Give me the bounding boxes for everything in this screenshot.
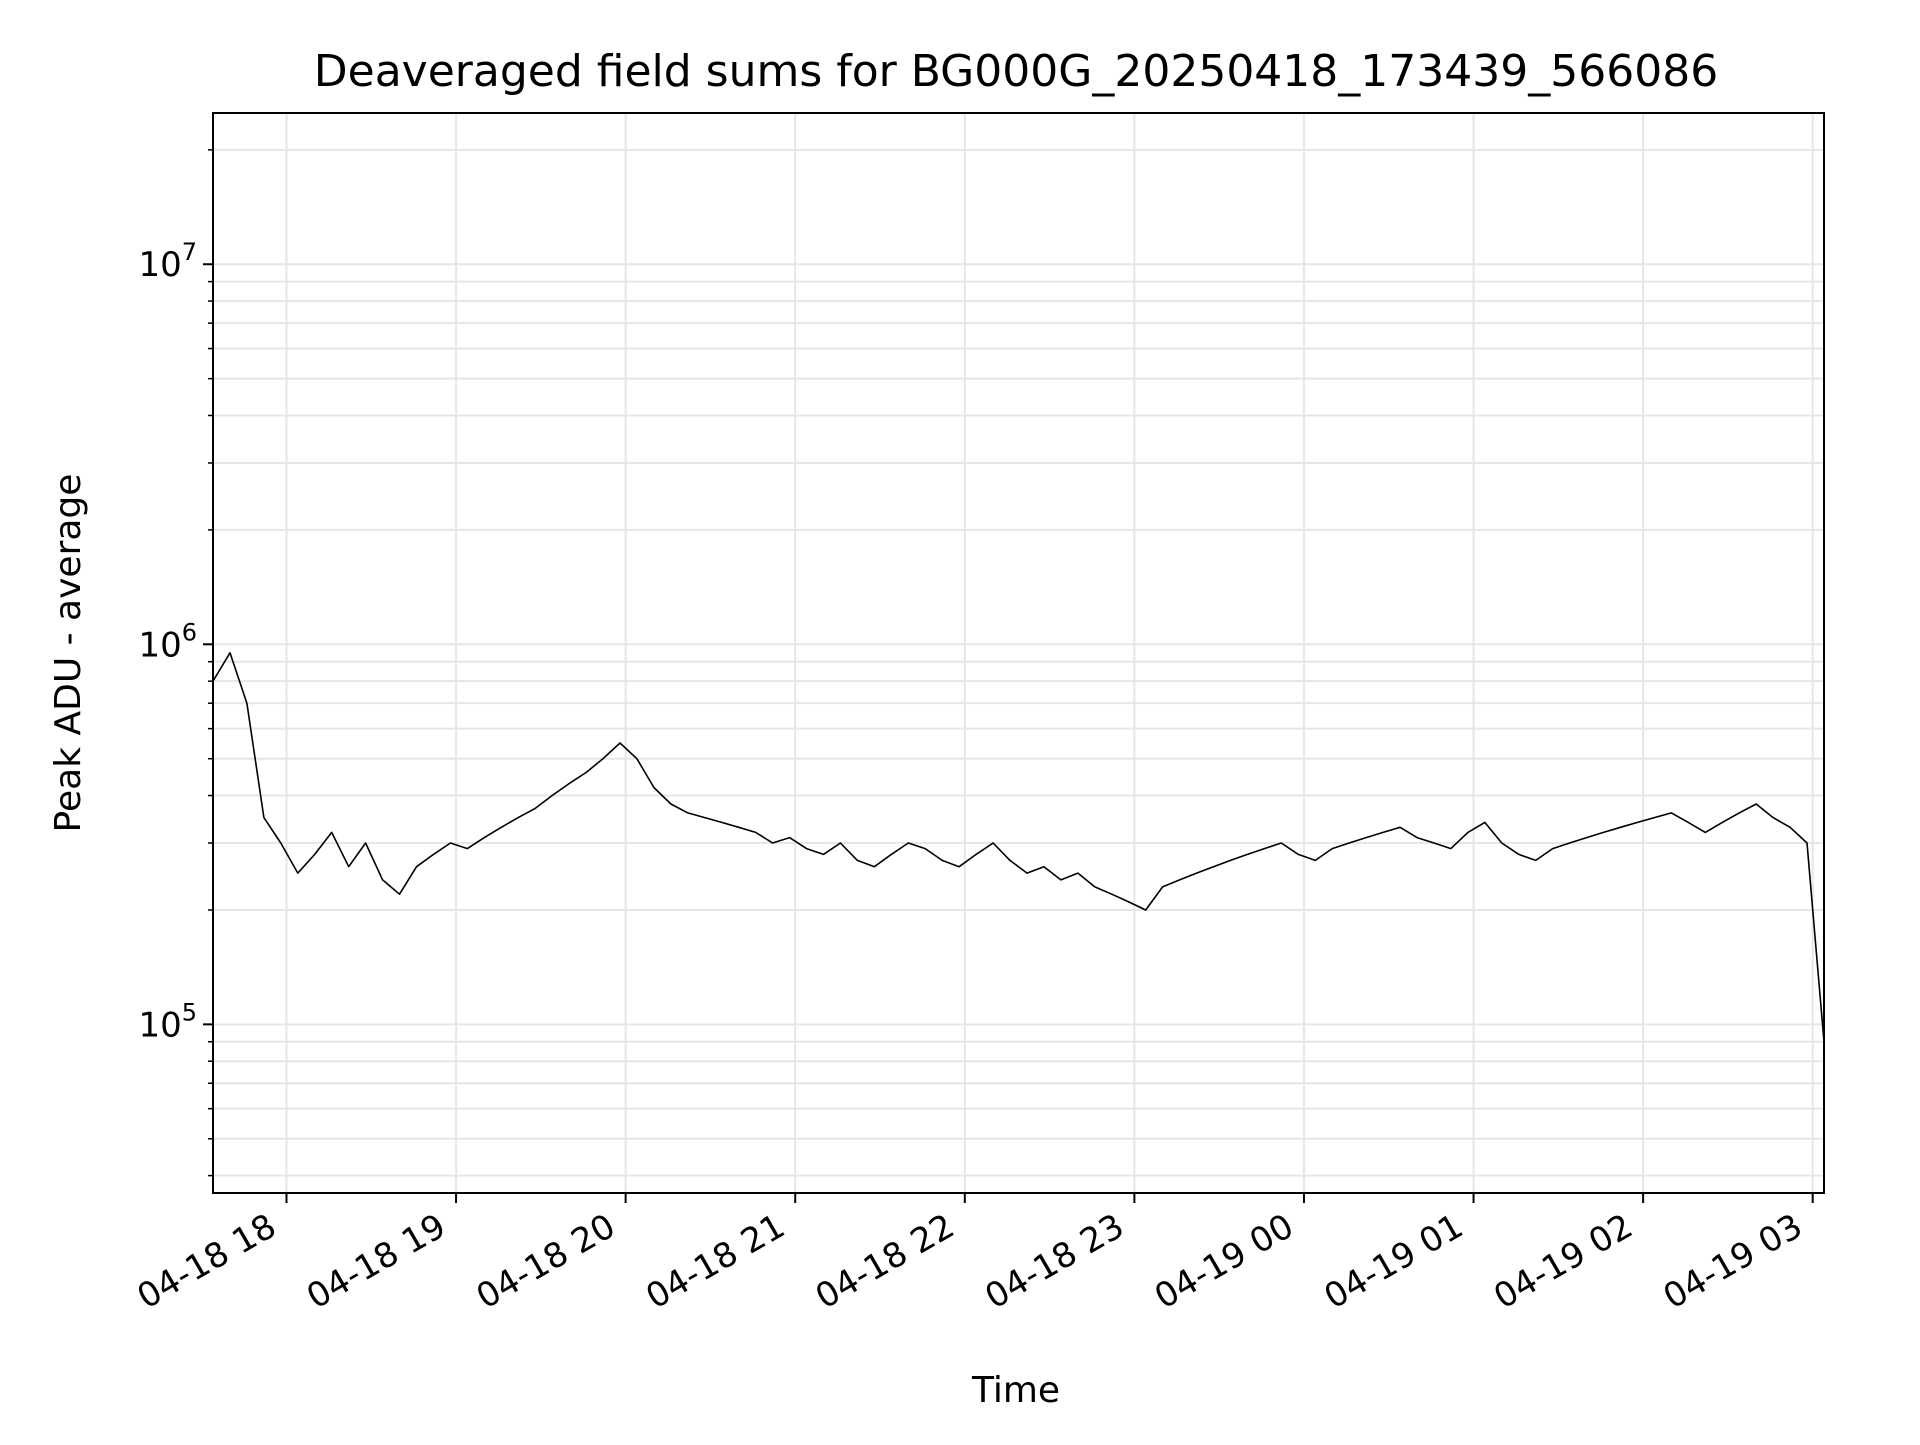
- y-axis-label: Peak ADU - average: [48, 474, 89, 833]
- x-axis-label: Time: [971, 1370, 1060, 1411]
- series-line: [212, 651, 1825, 1042]
- y-tick-label: 107: [138, 238, 197, 285]
- plot-frame: [212, 112, 1825, 1194]
- y-tick-label: 105: [138, 998, 197, 1045]
- y-tick-label: 106: [138, 618, 197, 665]
- series-layer: [212, 651, 1825, 1042]
- chart-title: Deaveraged field sums for BG000G_2025041…: [314, 46, 1718, 97]
- grid: [213, 113, 1824, 1193]
